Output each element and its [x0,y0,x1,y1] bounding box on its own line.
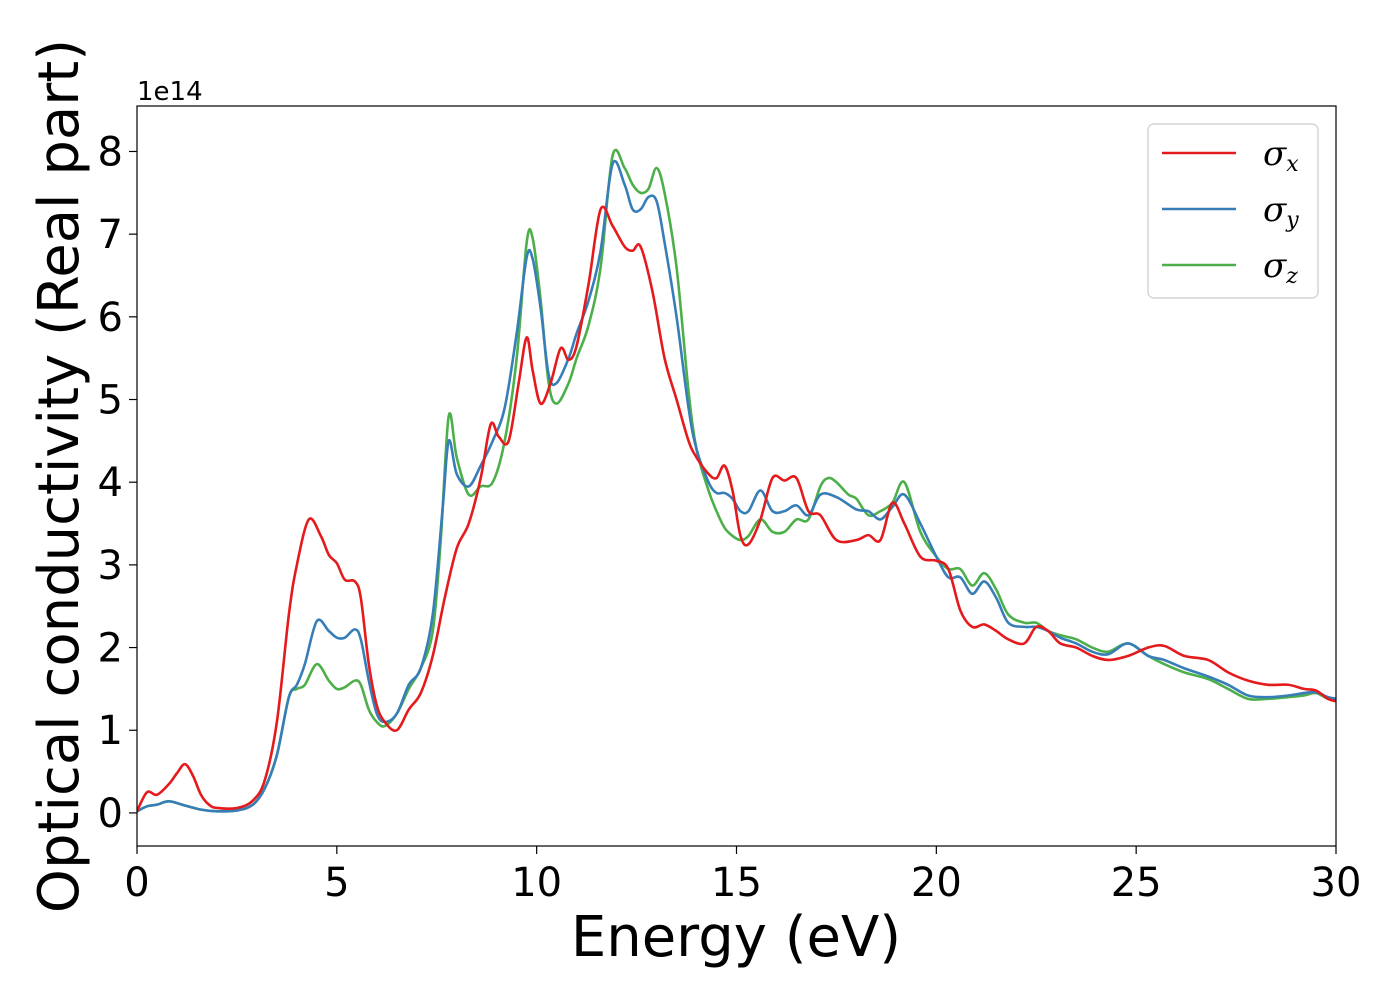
x-axis-label: Energy (eV) [571,905,901,970]
y-tick-label: 8 [98,129,123,175]
y-axis-label: Optical conductivity (Real part) [27,39,92,913]
y-tick-label: 7 [98,212,123,258]
series-line-x [137,205,1336,812]
x-tick-label: 25 [1111,860,1162,906]
y-tick-label: 5 [98,378,123,424]
x-tick-label: 5 [324,860,349,906]
legend-entry-y: σy [1263,190,1299,233]
y-tick-label: 1 [98,708,123,754]
x-tick-label: 0 [124,860,149,906]
y-tick-label: 4 [98,460,123,506]
y-tick-label: 0 [98,791,123,837]
legend-entry-x: σx [1263,134,1299,177]
legend-box [1147,123,1319,299]
x-tick-label: 30 [1311,860,1362,906]
y-offset-label: 1e14 [137,77,203,107]
y-tick-label: 6 [98,295,123,341]
legend: σx σy σz [1147,123,1319,299]
y-tick-label: 3 [98,543,123,589]
y-tick-label: 2 [98,626,123,672]
y-axis-ticks: 0 1 2 3 4 5 6 7 8 [98,129,137,837]
x-tick-label: 10 [511,860,562,906]
x-axis-ticks: 0 5 10 15 20 25 30 [124,846,1361,906]
plot-lines [137,148,1336,813]
legend-entry-z: σz [1263,246,1298,289]
x-tick-label: 15 [711,860,762,906]
x-tick-label: 20 [911,860,962,906]
